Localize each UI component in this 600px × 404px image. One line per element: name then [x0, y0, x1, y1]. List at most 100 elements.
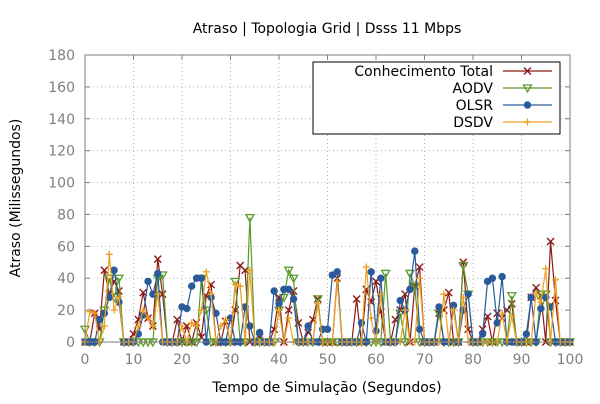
- data-point-dsdv: [91, 309, 99, 317]
- y-tick-label: 60: [57, 239, 75, 255]
- x-tick-label: 20: [173, 352, 191, 368]
- data-point-olsr: [522, 330, 531, 338]
- data-point-dsdv: [86, 308, 94, 316]
- y-tick-label: 180: [48, 48, 75, 64]
- data-point-conhecimento-total: [415, 263, 424, 272]
- data-point-aodv: [288, 274, 299, 284]
- data-point-olsr: [333, 268, 341, 276]
- data-point-conhecimento-total: [100, 266, 109, 275]
- data-point-conhecimento-total: [182, 322, 191, 331]
- data-point-dsdv: [115, 293, 123, 301]
- legend-marker-aodv: [522, 84, 533, 94]
- data-point-dsdv: [134, 322, 142, 330]
- data-point-olsr: [411, 247, 419, 255]
- data-point-dsdv: [105, 250, 113, 258]
- x-tick-label: 70: [416, 352, 434, 368]
- data-point-olsr: [406, 285, 414, 294]
- data-point-dsdv: [542, 265, 550, 273]
- x-tick-label: 10: [125, 352, 143, 368]
- data-point-olsr: [255, 328, 264, 337]
- data-point-olsr: [304, 322, 312, 330]
- legend-label-conhecimento-total: Conhecimento Total: [354, 64, 493, 80]
- data-point-olsr: [537, 304, 545, 313]
- data-point-olsr: [285, 285, 293, 294]
- y-tick-label: 120: [48, 144, 75, 160]
- data-point-olsr: [488, 274, 497, 282]
- y-tick-label: 40: [57, 271, 75, 287]
- data-point-dsdv: [498, 309, 506, 317]
- data-point-aodv: [278, 293, 289, 303]
- data-point-dsdv: [416, 274, 424, 282]
- series-layer: [79, 213, 576, 348]
- data-point-conhecimento-total: [464, 325, 473, 334]
- data-point-olsr: [188, 282, 196, 290]
- data-point-olsr: [367, 268, 375, 276]
- ticks: 0 10 20 30 40 50 60 70 80 90 100 0 20 40 60 80 100 120 140…: [48, 48, 583, 368]
- data-point-dsdv: [100, 322, 108, 330]
- data-point-dsdv: [314, 300, 322, 308]
- legend-marker-dsdv: [524, 118, 531, 126]
- data-point-dsdv: [178, 322, 186, 330]
- x-tick-label: 90: [513, 352, 531, 368]
- data-point-dsdv: [532, 290, 540, 298]
- data-point-aodv: [113, 274, 125, 284]
- data-point-olsr: [270, 287, 278, 295]
- data-point-olsr: [144, 277, 152, 286]
- data-point-conhecimento-total: [444, 288, 453, 297]
- x-tick-label: 60: [367, 352, 385, 368]
- data-point-dsdv: [377, 290, 385, 298]
- y-axis-label: Atraso (Milissegundos): [8, 119, 24, 278]
- data-point-aodv: [244, 213, 256, 223]
- data-point-dsdv: [236, 282, 244, 290]
- data-point-dsdv: [440, 290, 448, 298]
- legend-label-olsr: OLSR: [456, 98, 494, 114]
- x-tick-label: 40: [270, 352, 288, 368]
- data-point-dsdv: [508, 312, 516, 320]
- data-point-dsdv: [149, 322, 157, 330]
- data-point-dsdv: [110, 306, 118, 314]
- y-tick-label: 20: [57, 303, 75, 319]
- data-point-conhecimento-total: [158, 290, 167, 299]
- data-point-olsr: [110, 266, 118, 274]
- data-point-dsdv: [207, 290, 215, 298]
- data-point-olsr: [357, 319, 366, 327]
- data-point-dsdv: [188, 319, 196, 327]
- data-point-conhecimento-total: [352, 294, 361, 303]
- legend-label-dsdv: DSDV: [453, 115, 493, 131]
- data-point-olsr: [435, 303, 443, 311]
- data-point-olsr: [498, 272, 506, 281]
- data-point-conhecimento-total: [483, 312, 492, 321]
- data-point-olsr: [479, 330, 487, 338]
- x-tick-label: 50: [319, 352, 337, 368]
- legend-label-aodv: AODV: [453, 81, 494, 97]
- data-point-dsdv: [197, 306, 205, 314]
- y-tick-label: 100: [48, 176, 75, 192]
- data-point-conhecimento-total: [284, 306, 293, 315]
- data-point-dsdv: [459, 293, 467, 301]
- data-point-dsdv: [202, 268, 210, 276]
- data-point-conhecimento-total: [532, 283, 541, 292]
- data-point-dsdv: [222, 316, 230, 324]
- data-point-dsdv: [144, 314, 152, 322]
- data-point-olsr: [493, 319, 501, 327]
- y-tick-label: 0: [66, 335, 75, 351]
- x-tick-label: 0: [81, 352, 90, 368]
- data-point-olsr: [246, 322, 254, 330]
- x-tick-label: 80: [464, 352, 482, 368]
- data-point-olsr: [275, 300, 283, 308]
- chart-title: Atraso | Topologia Grid | Dsss 11 Mbps: [193, 21, 462, 37]
- data-point-dsdv: [367, 314, 375, 322]
- data-point-aodv: [230, 277, 241, 287]
- data-point-olsr: [396, 296, 404, 305]
- data-point-olsr: [95, 315, 104, 324]
- data-point-dsdv: [246, 266, 254, 274]
- data-point-dsdv: [333, 277, 341, 285]
- data-point-olsr: [323, 325, 332, 333]
- data-point-conhecimento-total: [153, 255, 162, 264]
- data-point-olsr: [100, 309, 109, 317]
- data-point-aodv: [283, 266, 294, 276]
- data-point-aodv: [458, 261, 469, 271]
- data-point-conhecimento-total: [275, 293, 283, 302]
- data-point-olsr: [154, 269, 162, 278]
